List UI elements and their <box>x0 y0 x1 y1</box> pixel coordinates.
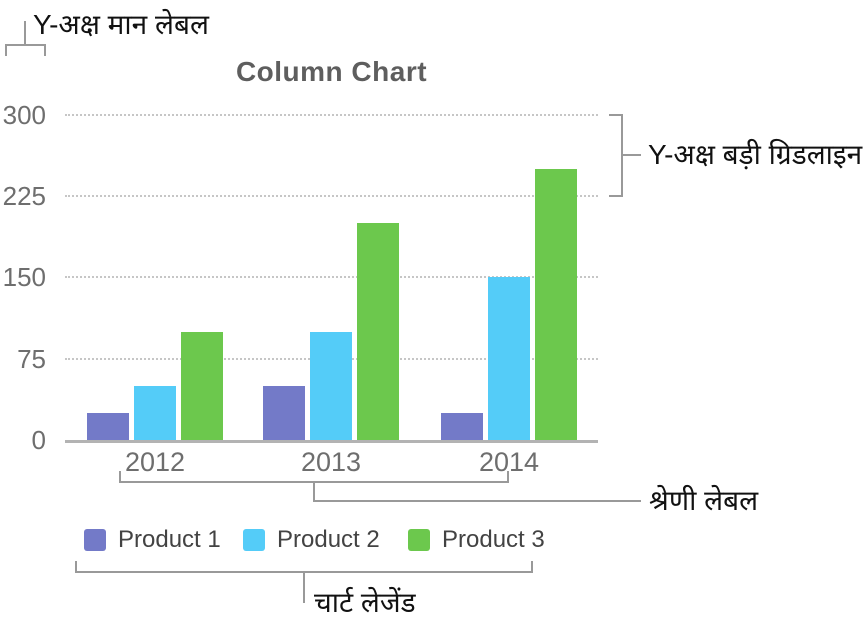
legend-label: Product 2 <box>277 526 380 553</box>
y-axis-value-label-bracket-stem <box>24 21 26 45</box>
y-axis-major-gridline-callout: Y-अक्ष बड़ी ग्रिडलाइन <box>648 139 863 170</box>
major-gridline-bracket-top <box>609 114 623 116</box>
legend-swatch-product-3 <box>408 529 430 551</box>
category-bracket-tick-right <box>507 471 509 483</box>
category-label-callout: श्रेणी लेबल <box>649 485 759 516</box>
legend-swatch-product-2 <box>243 529 265 551</box>
y-axis-value-label-bracket-tick-right <box>44 44 46 56</box>
y-tick-label-0: 0 <box>31 425 46 455</box>
legend-item-product-1: Product 1 <box>84 528 221 552</box>
y-tick-label-75: 75 <box>17 344 46 374</box>
bar-product-3-2013 <box>357 223 399 440</box>
chart-title: Column Chart <box>235 56 428 87</box>
y-tick-label-300: 300 <box>2 100 46 130</box>
category-label-2014: 2014 <box>478 447 540 477</box>
bar-product-2-2013 <box>310 332 352 440</box>
legend-bracket-tick-right <box>531 561 533 573</box>
bar-product-2-2014 <box>488 277 530 440</box>
legend-bracket-tick-left <box>75 561 77 573</box>
chart-legend-callout: चार्ट लेजेंड <box>314 587 416 618</box>
bar-product-3-2014 <box>535 169 577 440</box>
category-bracket-tick-left <box>119 471 121 483</box>
legend-label: Product 1 <box>118 526 221 553</box>
gridline-225 <box>65 195 598 197</box>
legend-label: Product 3 <box>442 526 545 553</box>
legend-item-product-3: Product 3 <box>408 528 545 552</box>
bar-product-1-2012 <box>87 413 129 440</box>
gridline-300 <box>65 114 598 116</box>
category-bracket-stem <box>313 481 315 502</box>
y-tick-label-225: 225 <box>2 181 46 211</box>
bar-product-1-2014 <box>441 413 483 440</box>
y-tick-label-150: 150 <box>2 262 46 292</box>
category-bracket-pointer <box>313 500 641 502</box>
y-axis-value-label-callout: Y-अक्ष मान लेबल <box>33 9 209 40</box>
y-axis-value-label-bracket-bar <box>5 44 46 46</box>
gridline-150 <box>65 276 598 278</box>
legend-swatch-product-1 <box>84 529 106 551</box>
x-axis-line <box>65 440 598 443</box>
legend-bracket-stem <box>303 571 305 603</box>
major-gridline-bracket-bottom <box>609 195 623 197</box>
category-label-2012: 2012 <box>124 447 186 477</box>
y-axis-value-label-bracket-tick-left <box>5 44 7 56</box>
category-label-2013: 2013 <box>300 447 362 477</box>
bar-product-1-2013 <box>263 386 305 440</box>
bar-product-2-2012 <box>134 386 176 440</box>
legend-item-product-2: Product 2 <box>243 528 380 552</box>
major-gridline-bracket-pointer <box>621 154 641 156</box>
bar-product-3-2012 <box>181 332 223 440</box>
